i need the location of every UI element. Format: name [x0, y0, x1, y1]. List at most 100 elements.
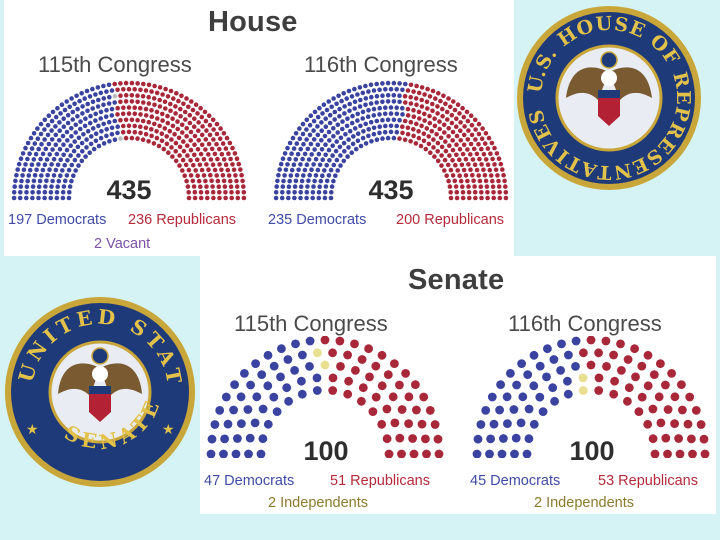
house-115th-seat-republican: [168, 88, 174, 94]
house-115th-seat-republican: [129, 93, 135, 98]
house-115th-seat-republican: [177, 144, 183, 150]
house-115th-seat-republican: [188, 147, 194, 153]
senate-116th-seat-republican: [685, 392, 695, 402]
house-116th-seat-republican: [454, 142, 459, 147]
house-116th-seat-democrat: [346, 145, 351, 150]
house-116th-seat-democrat: [281, 178, 286, 184]
house-116th-seat-democrat: [332, 117, 337, 122]
house-115th-seat-democrat: [65, 138, 70, 143]
senate-115th-seat-republican: [395, 433, 405, 443]
house-115th-seat-republican: [135, 81, 140, 86]
house-116th-seat-democrat: [358, 123, 363, 129]
house-116th-seat-democrat: [385, 80, 391, 86]
house-115th-seat-democrat: [88, 141, 94, 147]
senate-115th-seat-republican: [377, 381, 387, 391]
house-116th-seat-democrat: [388, 129, 394, 135]
house-116th-seat-democrat: [349, 150, 354, 155]
house-115th-seat-democrat: [79, 140, 85, 146]
house-116th-seat-republican: [488, 151, 493, 156]
house-116th-seat-democrat: [298, 195, 303, 201]
house-116th-seat-republican: [448, 167, 454, 173]
house-115th-seat-democrat: [19, 178, 24, 184]
senate-115th-seat-democrat: [263, 381, 273, 391]
house-115th-seat-vacant: [118, 136, 123, 141]
house-115th-seat-democrat: [112, 137, 118, 142]
house-115th-seat-republican: [123, 93, 129, 98]
house-115th-seat-democrat: [107, 139, 112, 144]
house-116th-seat-republican: [450, 129, 456, 135]
senate-115th-seat-republican: [335, 336, 345, 346]
house-116th-seat-democrat: [285, 162, 290, 167]
house-115th-seat-democrat: [60, 189, 66, 195]
house-115th-seat-democrat: [50, 178, 55, 184]
house-115th-seat-democrat: [38, 156, 43, 162]
senate-116th-seat-republican: [670, 419, 679, 428]
house-116-congress-label: 116th Congress: [304, 52, 458, 77]
house-115th-seat-republican: [207, 122, 213, 128]
house-115th-seat-republican: [132, 129, 138, 135]
house-115th-seat-democrat: [37, 178, 43, 184]
senate-title: Senate: [408, 264, 505, 296]
house-115th-seat-democrat: [42, 127, 47, 132]
house-116th-seat-democrat: [371, 125, 377, 131]
senate-115th-seat-republican: [395, 380, 404, 390]
house-115th-seat-democrat: [88, 113, 93, 119]
house-116th-seat-republican: [484, 184, 490, 189]
house-115th-seat-democrat: [101, 121, 106, 127]
house-116th-seat-democrat: [299, 178, 305, 184]
house-116th-seat-republican: [427, 94, 433, 99]
senate-115th-seat-republican: [358, 383, 368, 393]
house-115-congress-label: 115th Congress: [38, 52, 192, 77]
senate-115th-seat-democrat: [291, 339, 300, 349]
house-115th-seat-republican: [118, 99, 123, 105]
senate-115th-seat-democrat: [206, 449, 216, 458]
house-116th-seat-republican: [461, 167, 467, 173]
house-116th-seat-democrat: [304, 162, 310, 167]
house-116th-seat-democrat: [286, 195, 291, 201]
house-115th-seat-republican: [126, 123, 132, 129]
senate-115th-seat-republican: [364, 344, 373, 354]
house-116th-seat-democrat: [323, 184, 329, 189]
house-115th-seat-republican: [112, 81, 117, 87]
house-115th-seat-democrat: [48, 190, 54, 195]
house-116th-seat-republican: [422, 118, 427, 123]
house-116th-seat-democrat: [339, 98, 344, 104]
house-115th-seat-republican: [208, 157, 214, 162]
house-116th-seat-republican: [439, 153, 444, 158]
house-116th-seat-democrat: [334, 157, 340, 163]
senate-115th-seat-republican: [408, 434, 417, 443]
house-116th-seat-republican: [446, 134, 451, 139]
house-116th-seat-republican: [466, 128, 471, 133]
house-116th-seat-republican: [431, 137, 436, 142]
house-115th-seat-republican: [115, 87, 120, 93]
senate-116th-seat-republican: [677, 380, 686, 389]
house-116th-seat-democrat: [342, 149, 347, 154]
house-115th-seat-republican: [126, 129, 132, 135]
house-116th-seat-republican: [438, 98, 443, 104]
house-115th-seat-republican: [170, 123, 176, 129]
senate-116th-seat-republican: [623, 355, 633, 364]
house-115th-seat-republican: [196, 178, 202, 184]
house-115th-seat-republican: [187, 120, 193, 126]
house-115th-seat-republican: [126, 105, 132, 110]
house-116th-seat-democrat: [320, 157, 325, 162]
house-115th-seat-democrat: [76, 163, 81, 168]
house-115th-seat-republican: [146, 139, 151, 144]
house-115th-seat-republican: [210, 117, 216, 123]
house-116th-seat-democrat: [335, 122, 341, 128]
house-115th-seat-democrat: [69, 96, 74, 101]
house-115th-seat-republican: [166, 150, 171, 155]
house-116th-seat-republican: [430, 88, 436, 94]
senate-116th-seat-democrat: [524, 434, 534, 444]
senate-115th-seat-republican: [401, 369, 410, 378]
house-115th-seat-republican: [171, 96, 176, 101]
house-116th-seat-republican: [493, 167, 499, 173]
house-115th-seat-democrat: [24, 190, 29, 195]
house-116th-seat-democrat: [355, 138, 361, 144]
house-115th-seat-democrat: [98, 90, 104, 96]
house-116th-seat-democrat: [333, 148, 339, 154]
house-116th-seat-democrat: [323, 142, 328, 147]
house-116th-seat-democrat: [279, 195, 285, 201]
house-115th-seat-democrat: [65, 120, 71, 126]
house-115th-seat-democrat: [106, 82, 112, 88]
